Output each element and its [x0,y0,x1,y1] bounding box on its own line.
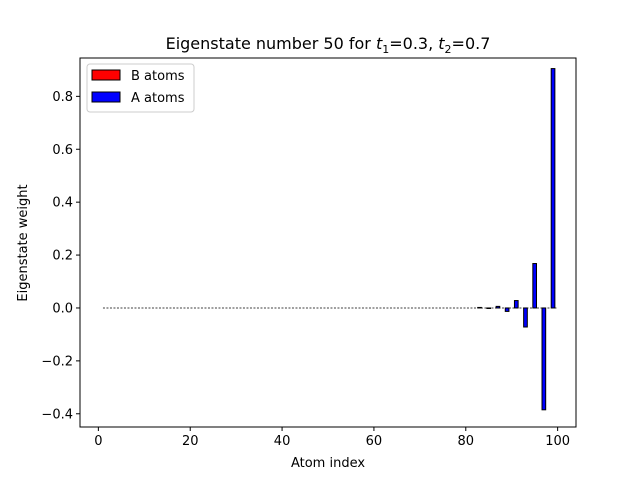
x-tick-label: 20 [182,434,199,449]
x-tick-label: 80 [458,434,475,449]
y-tick-label: 0.0 [52,301,73,316]
x-axis: 0 20 40 60 80 100 [94,427,570,449]
y-tick-label: −0.4 [41,407,73,422]
bar-a-atom-85 [486,307,492,309]
y-tick-label: 0.4 [52,196,73,211]
y-axis-label: Eigenstate weight [16,184,31,301]
bar-a-atom-93 [523,307,528,328]
x-tick-label: 60 [366,434,383,449]
legend-swatch [91,91,121,103]
y-axis: −0.4 −0.2 0.0 0.2 0.4 0.6 0.8 [41,90,80,422]
y-tick-label: 0.8 [52,90,73,105]
bar-a-atom-91 [513,300,519,309]
x-tick-label: 40 [274,434,291,449]
plot-area [79,57,577,428]
bar-a-atom-89 [504,307,510,312]
bar-a-atom-97 [541,307,547,411]
x-tick-label: 100 [545,434,570,449]
y-tick-label: 0.6 [52,143,73,158]
chart-title: Eigenstate number 50 for t1=0.3, t2=0.7 [166,34,491,56]
plot-frame [79,57,577,428]
bar-a-atom-83 [477,306,482,309]
bar-a-atom-99 [550,68,556,309]
y-tick-label: 0.2 [52,249,73,264]
bar-a-atom-95 [532,263,538,309]
bars [477,68,556,411]
y-tick-label: −0.2 [41,354,73,369]
bar-a-atom-87 [495,305,501,309]
legend: B atoms A atoms [86,63,195,113]
x-tick-label: 0 [94,434,102,449]
legend-label: B atoms [131,69,185,84]
legend-label: A atoms [131,91,185,106]
legend-swatch [91,69,121,81]
x-axis-label: Atom index [291,456,365,471]
